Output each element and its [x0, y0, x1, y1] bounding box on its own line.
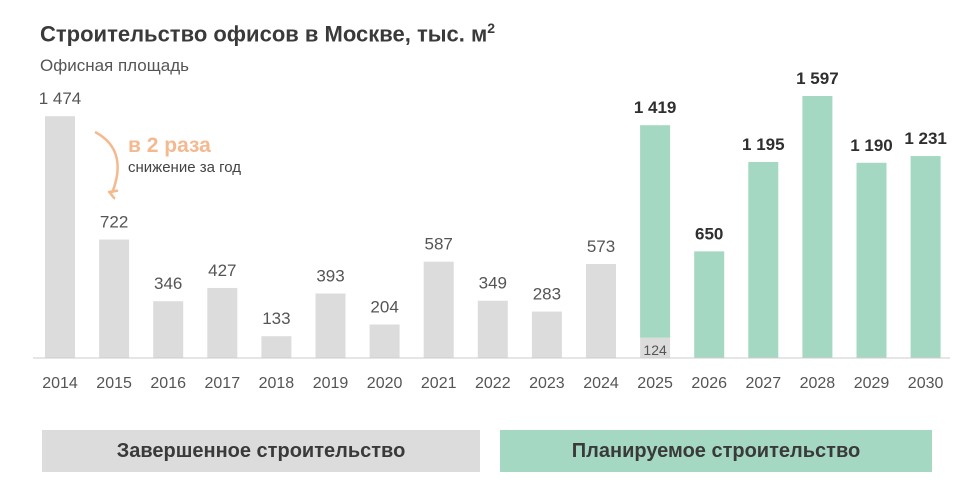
x-tick-label-2027: 2027 [746, 375, 782, 392]
bar-completed-2023 [531, 311, 562, 358]
bar-completed-2021 [423, 261, 454, 358]
x-tick-label-2022: 2022 [475, 375, 511, 392]
data-label-completed-2020: 204 [370, 298, 398, 317]
x-tick-label-2016: 2016 [150, 375, 186, 392]
x-tick-label-2026: 2026 [691, 375, 727, 392]
data-label-completed-2021: 587 [425, 235, 453, 254]
x-tick-label-2018: 2018 [259, 375, 295, 392]
bar-planned-2030 [910, 156, 941, 358]
labels-group: 2014 1 474 2015 722 2016 346 2017 427 2018 133 201… [39, 69, 947, 392]
data-label-completed-2019: 393 [316, 267, 344, 286]
bar-completed-2017 [207, 287, 238, 358]
data-label-completed-2017: 427 [208, 261, 236, 280]
x-tick-label-2028: 2028 [800, 375, 836, 392]
bar-completed-2015 [99, 239, 130, 358]
bar-planned-2029 [856, 162, 887, 358]
x-tick-label-2024: 2024 [583, 375, 619, 392]
bars-group [45, 96, 941, 359]
data-label-planned-2029: 1 190 [850, 136, 893, 155]
x-tick-label-2015: 2015 [96, 375, 132, 392]
data-label-completed-2024: 573 [587, 237, 615, 256]
decline-arrow [94, 130, 119, 193]
x-tick-label-2025: 2025 [637, 375, 673, 392]
chart-title-superscript: 2 [487, 20, 496, 36]
data-label-completed-2015: 722 [100, 213, 128, 232]
bar-completed-2019 [315, 293, 346, 358]
data-label-planned-2028: 1 597 [796, 69, 839, 88]
bar-planned-2025 [640, 125, 671, 338]
data-label-planned-2026: 650 [695, 224, 723, 243]
x-tick-label-2019: 2019 [313, 375, 349, 392]
data-label-completed-2016: 346 [154, 274, 182, 293]
legend-planned: Планируемое строительство [500, 430, 932, 472]
chart-title-text: Строительство офисов в Москве, тыс. м [40, 21, 488, 47]
bar-completed-2020 [369, 324, 400, 358]
bar-chart: 2014 1 474 2015 722 2016 346 2017 427 2018 133 201… [33, 69, 950, 392]
x-tick-label-2029: 2029 [854, 375, 890, 392]
x-tick-label-2023: 2023 [529, 375, 565, 392]
bar-planned-2026 [694, 251, 725, 358]
data-label-completed-2018: 133 [262, 309, 290, 328]
x-tick-label-2021: 2021 [421, 375, 457, 392]
bar-planned-2028 [802, 96, 833, 358]
data-label-completed-2014: 1 474 [39, 89, 82, 108]
bar-completed-2018 [261, 336, 292, 358]
annotation-group: в 2 раза снижение за год [94, 130, 241, 193]
x-tick-label-2017: 2017 [205, 375, 241, 392]
legend-completed: Завершенное строительство [42, 430, 480, 472]
data-label-planned-2025: 1 419 [634, 98, 677, 117]
data-label-planned-2030: 1 231 [904, 129, 947, 148]
bar-completed-2022 [477, 300, 508, 358]
chart-subtitle: Офисная площадь [40, 56, 189, 75]
chart-title: Строительство офисов в Москве, тыс. м2 [40, 20, 495, 47]
bar-planned-2027 [748, 161, 779, 358]
annotation-text: снижение за год [128, 159, 241, 176]
data-label-planned-2027: 1 195 [742, 135, 785, 154]
bar-completed-2016 [153, 301, 184, 358]
data-label-completed-2022: 349 [479, 274, 507, 293]
data-label-completed-2023: 283 [533, 285, 561, 304]
x-tick-label-2020: 2020 [367, 375, 403, 392]
bar-completed-2014 [45, 116, 75, 359]
data-label-completed-2025: 124 [643, 342, 667, 358]
x-tick-label-2030: 2030 [908, 375, 944, 392]
x-tick-label-2014: 2014 [42, 375, 78, 392]
bar-completed-2025 [640, 337, 671, 358]
bar-completed-2024 [586, 263, 616, 358]
annotation-headline: в 2 раза [128, 134, 211, 157]
